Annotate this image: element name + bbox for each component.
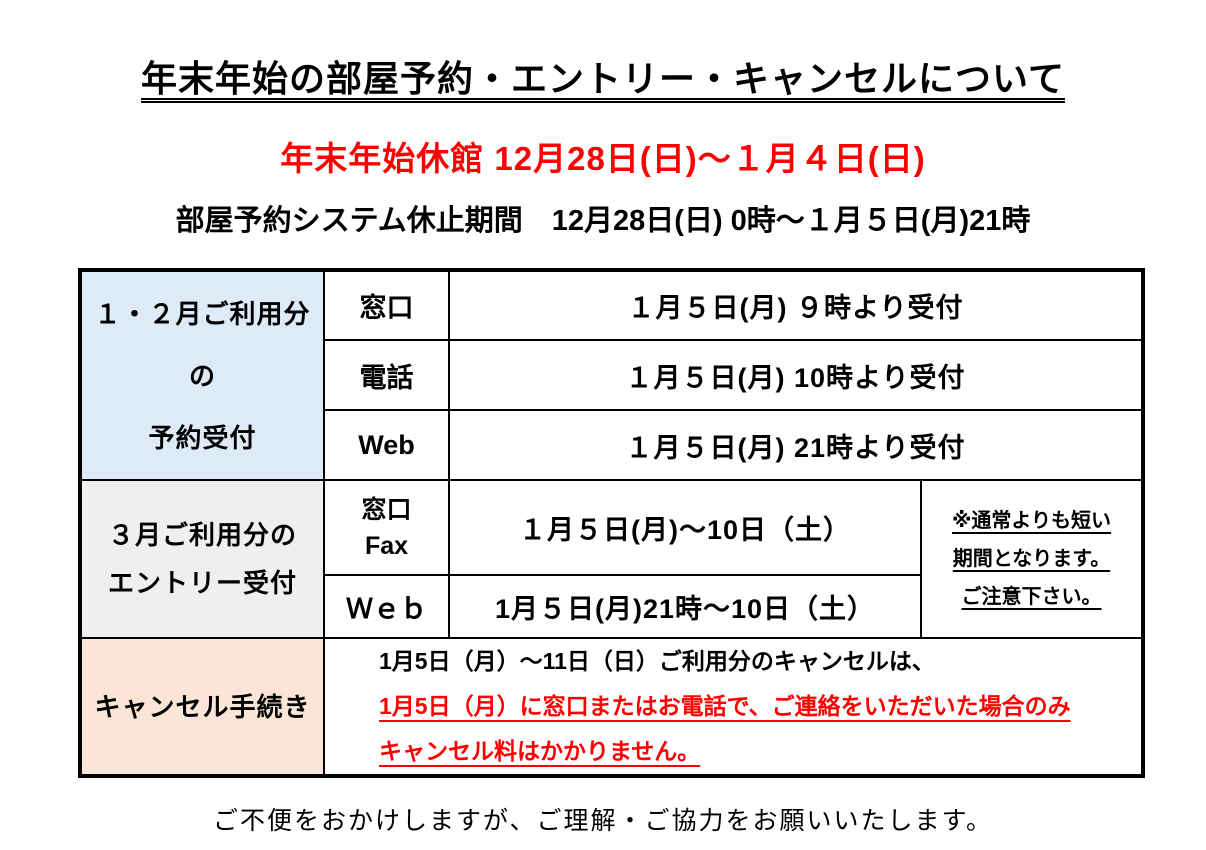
cancel-detail-cell: 1月5日（月）～11日（日）ご利用分のキャンセルは、 1月5日（月）に窓口または… [322,637,1145,777]
table-row: １・２月ご利用分 の 予約受付 窓口 １月５日(月) ９時より受付 [79,269,1145,481]
channel-label-line: Fax [364,531,409,560]
group-label-line: キャンセル手続き [94,691,311,722]
table-row: Web １月５日(月) 21時より受付 [80,409,1145,481]
cancel-line-red: 1月5日（月）に窓口またはお電話で、ご連絡をいただいた場合のみ [379,693,1071,719]
detail-cell: １月５日(月) 21時より受付 [447,409,1145,481]
group-label-line: エントリー受付 [107,568,297,598]
cancel-group-header: キャンセル手続き [79,637,325,777]
entry-group-header: ３月ご利用分の エントリー受付 [79,479,325,639]
group-label-line: 予約受付 [148,422,257,453]
channel-cell-window-fax: 窓口 Fax [323,479,450,576]
reservation-group-header: １・２月ご利用分 の 予約受付 [79,269,325,481]
cancel-line-black: 1月5日（月）～11日（日）ご利用分のキャンセルは、 [379,648,935,674]
entry-note-cell: ※通常よりも短い 期間となります。 ご注意下さい。 [919,479,1145,639]
page-title: 年末年始の部屋予約・エントリー・キャンセルについて [141,58,1065,99]
channel-cell-web: Web [323,409,450,481]
table-row: キャンセル手続き 1月5日（月）～11日（日）ご利用分のキャンセルは、 1月5日… [79,637,1145,777]
note-line: ※通常よりも短い [951,510,1112,532]
channel-cell-web-fullwidth: Ｗｅｂ [323,574,450,639]
table-row: ３月ご利用分の エントリー受付 窓口 Fax １月５日(月)～10日（土） ※通… [79,479,1145,639]
system-suspension-notice: 部屋予約システム休止期間 12月28日(日) 0時～１月５日(月)21時 [175,205,1031,237]
detail-cell: １月５日(月)～10日（土） [448,479,922,576]
note-line: 期間となります。 [952,548,1111,570]
channel-label-line: 窓口 [361,495,412,524]
table-row: Ｗｅｂ 1月５日(月)21時～10日（土） [80,574,1143,639]
channel-cell-phone: 電話 [323,339,450,411]
detail-cell: 1月５日(月)21時～10日（土） [448,574,922,639]
group-label-line: の [188,360,216,391]
channel-cell-window: 窓口 [323,269,450,341]
note-line: ご注意下さい。 [961,586,1102,608]
detail-cell: １月５日(月) 10時より受付 [447,339,1145,411]
group-label-line: １・２月ご利用分 [94,298,311,329]
closure-notice: 年末年始休館 12月28日(日)～１月４日(日) [280,140,926,177]
footer-apology-text: ご不便をおかけしますが、ご理解・ご協力をお願いいたします。 [212,807,993,835]
cancel-line-red: キャンセル料はかかりません。 [379,738,701,764]
detail-cell: １月５日(月) ９時より受付 [447,269,1145,341]
schedule-table: １・２月ご利用分 の 予約受付 窓口 １月５日(月) ９時より受付 電話 １月５… [78,268,1146,778]
page-title-row: 年末年始の部屋予約・エントリー・キャンセルについて [0,50,1206,102]
table-row: 電話 １月５日(月) 10時より受付 [80,339,1145,411]
group-label-line: ３月ご利用分の [107,520,297,550]
